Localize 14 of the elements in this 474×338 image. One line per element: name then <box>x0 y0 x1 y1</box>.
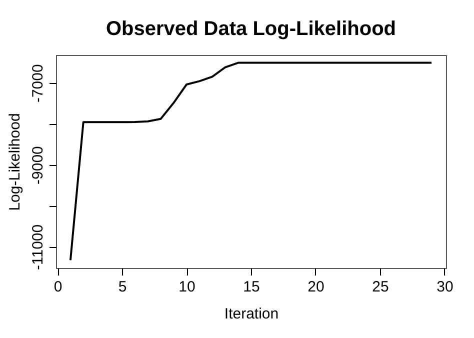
y-tick-label: -9000 <box>30 146 46 184</box>
x-tick-label: 20 <box>308 278 324 296</box>
y-axis-title: Log-Likelihood <box>6 113 24 211</box>
x-tick-label: 10 <box>178 278 196 296</box>
x-tick-label: 5 <box>118 278 127 296</box>
y-tick-label: -7000 <box>30 64 46 103</box>
x-tick-label: 30 <box>436 278 454 296</box>
line-series <box>69 62 433 262</box>
x-axis-title: Iteration <box>224 306 279 322</box>
x-tick-label: 15 <box>243 278 260 296</box>
x-tick-label: 0 <box>54 278 62 296</box>
y-tick-label: -11000 <box>30 224 46 270</box>
x-tick-label: 25 <box>372 278 389 296</box>
chart-title: Observed Data Log-Likelihood <box>106 18 396 40</box>
